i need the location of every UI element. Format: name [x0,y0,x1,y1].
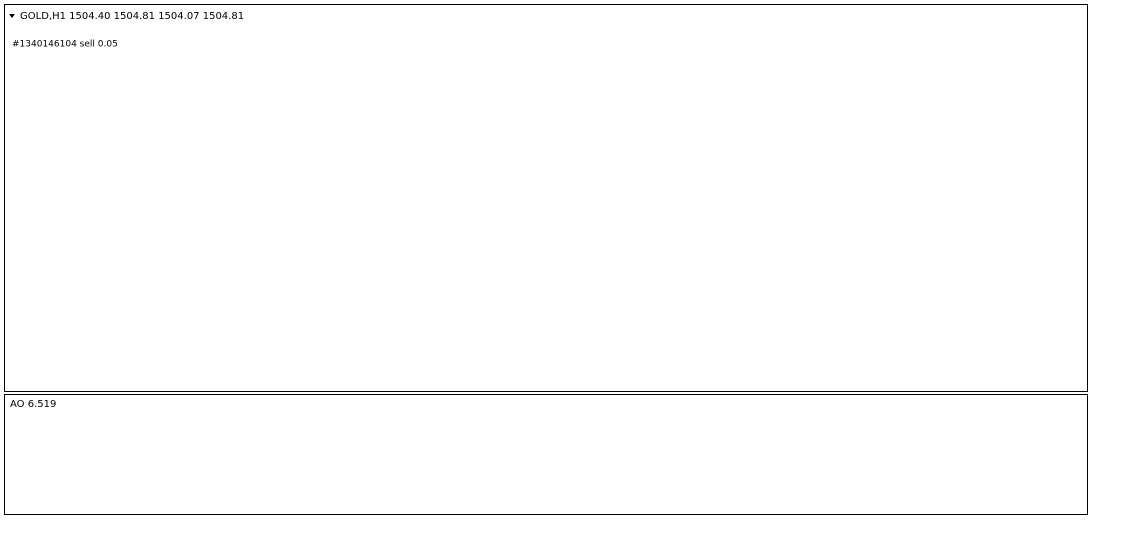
main-panel-frame [4,4,1088,392]
order-label: #1340146104 sell 0.05 [12,40,118,50]
header-toggle[interactable] [9,14,15,18]
ao-label: AO 6.519 [10,399,56,410]
ao-panel-frame [4,394,1088,515]
symbol-header: GOLD,H1 1504.40 1504.81 1504.07 1504.81 [20,11,244,22]
